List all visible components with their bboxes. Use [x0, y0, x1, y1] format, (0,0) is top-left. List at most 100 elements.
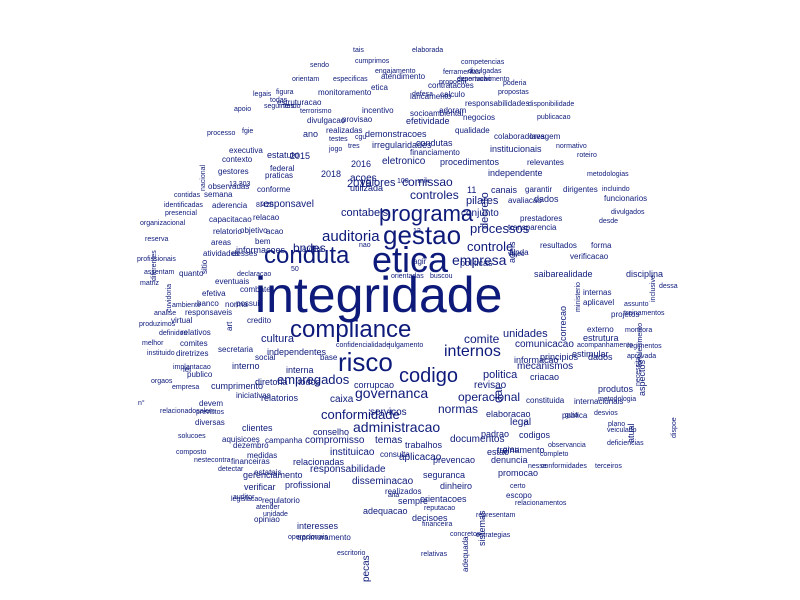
- cloud-word: cultura: [261, 333, 295, 345]
- cloud-word: detectar: [218, 466, 244, 473]
- cloud-word: orientam: [292, 76, 320, 83]
- cloud-word: cumprimos: [355, 58, 390, 65]
- cloud-word: lavagem: [530, 132, 561, 141]
- cloud-word: procedimentos: [440, 157, 500, 167]
- cloud-word: competencias: [461, 59, 505, 66]
- cloud-word: responsabilidades: [465, 99, 530, 108]
- cloud-word: eletronico: [382, 156, 426, 167]
- cloud-word: lei: [183, 365, 192, 374]
- cloud-word: 12: [413, 228, 421, 235]
- cloud-word: normativo: [556, 143, 587, 150]
- cloud-word: iniciativas: [236, 391, 271, 400]
- cloud-word: dar: [491, 385, 505, 403]
- cloud-word: agir: [413, 257, 427, 266]
- cloud-word: declaracao: [237, 271, 272, 278]
- cloud-word: desenvolvimento: [457, 76, 510, 83]
- cloud-word: responsabilidade: [310, 464, 386, 475]
- cloud-word: calculo: [440, 90, 465, 99]
- cloud-word: estatuto: [267, 150, 300, 160]
- cloud-word: assentam: [144, 269, 175, 276]
- cloud-word: nestecontra: [194, 457, 231, 464]
- cloud-word: 50: [291, 266, 299, 273]
- cloud-word: testes: [329, 136, 348, 143]
- cloud-word: escritorio: [337, 550, 366, 557]
- cloud-word: 2016: [351, 159, 372, 169]
- cloud-word: dirigentes: [563, 185, 598, 194]
- cloud-word: interno: [232, 361, 260, 371]
- cloud-word: auditoria: [322, 228, 380, 245]
- cloud-word: 2015: [290, 151, 311, 161]
- cloud-word: acao: [266, 227, 284, 236]
- cloud-word: concretos: [450, 531, 481, 538]
- cloud-word: plano: [608, 421, 626, 428]
- cloud-word: matriz: [140, 280, 160, 287]
- cloud-word: metodologias: [587, 171, 629, 178]
- cloud-word: padrao: [481, 429, 510, 439]
- cloud-word: veiculado: [607, 427, 637, 434]
- cloud-word: instituicao: [330, 447, 375, 458]
- cloud-word: aspectos: [637, 359, 647, 396]
- cloud-word: reputacao: [424, 505, 456, 512]
- cloud-word: codigos: [519, 430, 551, 440]
- cloud-word: diretoria: [255, 377, 288, 387]
- cloud-word: base: [320, 353, 338, 362]
- cloud-word: observancia: [548, 442, 586, 449]
- cloud-word: operacional: [458, 390, 521, 404]
- cloud-word: unidade: [263, 511, 288, 518]
- cloud-word: 8.420: [256, 202, 274, 209]
- cloud-word: aquisicoes: [222, 435, 260, 444]
- cloud-word: disponibilidade: [528, 101, 575, 108]
- cloud-word: empregados: [277, 372, 350, 387]
- cloud-word: acoes: [350, 173, 377, 184]
- cloud-word: possui: [236, 299, 260, 308]
- cloud-word: atendimento: [381, 72, 426, 81]
- cloud-word: sitio: [200, 259, 209, 274]
- cloud-word: representam: [476, 512, 516, 519]
- cloud-word: diretrizes: [176, 349, 209, 358]
- cloud-word: atender: [256, 504, 280, 511]
- cloud-word: federal: [270, 164, 295, 173]
- cloud-word: desvios: [594, 410, 618, 417]
- cloud-word: relacionamentos: [515, 500, 567, 507]
- cloud-word: legais: [253, 91, 272, 98]
- cloud-word: definidos: [159, 330, 188, 337]
- cloud-word: interesses: [297, 521, 339, 531]
- cloud-word: divulgacao: [307, 116, 346, 125]
- cloud-word: politicas: [460, 258, 493, 268]
- cloud-word: credito: [247, 316, 272, 325]
- cloud-word: desses: [232, 249, 258, 258]
- cloud-word: divulgados: [611, 209, 645, 216]
- cloud-word: todos: [298, 377, 321, 387]
- cloud-word: social: [255, 353, 276, 362]
- cloud-word: terceiros: [595, 463, 622, 470]
- cloud-word: decreto: [479, 192, 491, 229]
- cloud-word: executiva: [229, 146, 263, 155]
- cloud-word: empresa: [172, 384, 200, 391]
- cloud-word: n°: [138, 400, 145, 407]
- cloud-word: buscou: [430, 273, 453, 280]
- cloud-word: temas: [375, 435, 403, 446]
- cloud-word: comissao: [402, 175, 453, 189]
- cloud-word: garantir: [525, 185, 553, 194]
- cloud-word: art: [225, 321, 234, 331]
- cloud-word: processo: [207, 130, 236, 137]
- cloud-word: valores: [360, 177, 396, 189]
- cloud-word: revisao: [474, 380, 507, 391]
- cloud-word: estruturacao: [277, 98, 322, 107]
- cloud-word: ministerio: [575, 282, 582, 312]
- cloud-word: responsavel: [260, 199, 314, 210]
- cloud-word: condutas: [416, 138, 453, 148]
- cloud-word: diversas: [195, 418, 225, 427]
- cloud-word: corrupcao: [354, 380, 395, 390]
- cloud-word: integridade: [255, 267, 503, 323]
- cloud-word: contexto: [222, 155, 253, 164]
- cloud-word: contratacoes: [428, 81, 474, 90]
- cloud-word: seguranca: [423, 470, 466, 480]
- cloud-word: demonstracoes: [365, 129, 427, 139]
- cloud-word: saibarealidade: [534, 269, 593, 279]
- cloud-word: semana: [204, 190, 233, 199]
- cloud-word: normas: [438, 402, 479, 416]
- cloud-word: cgu: [355, 134, 367, 141]
- cloud-word: secretaria: [218, 345, 254, 354]
